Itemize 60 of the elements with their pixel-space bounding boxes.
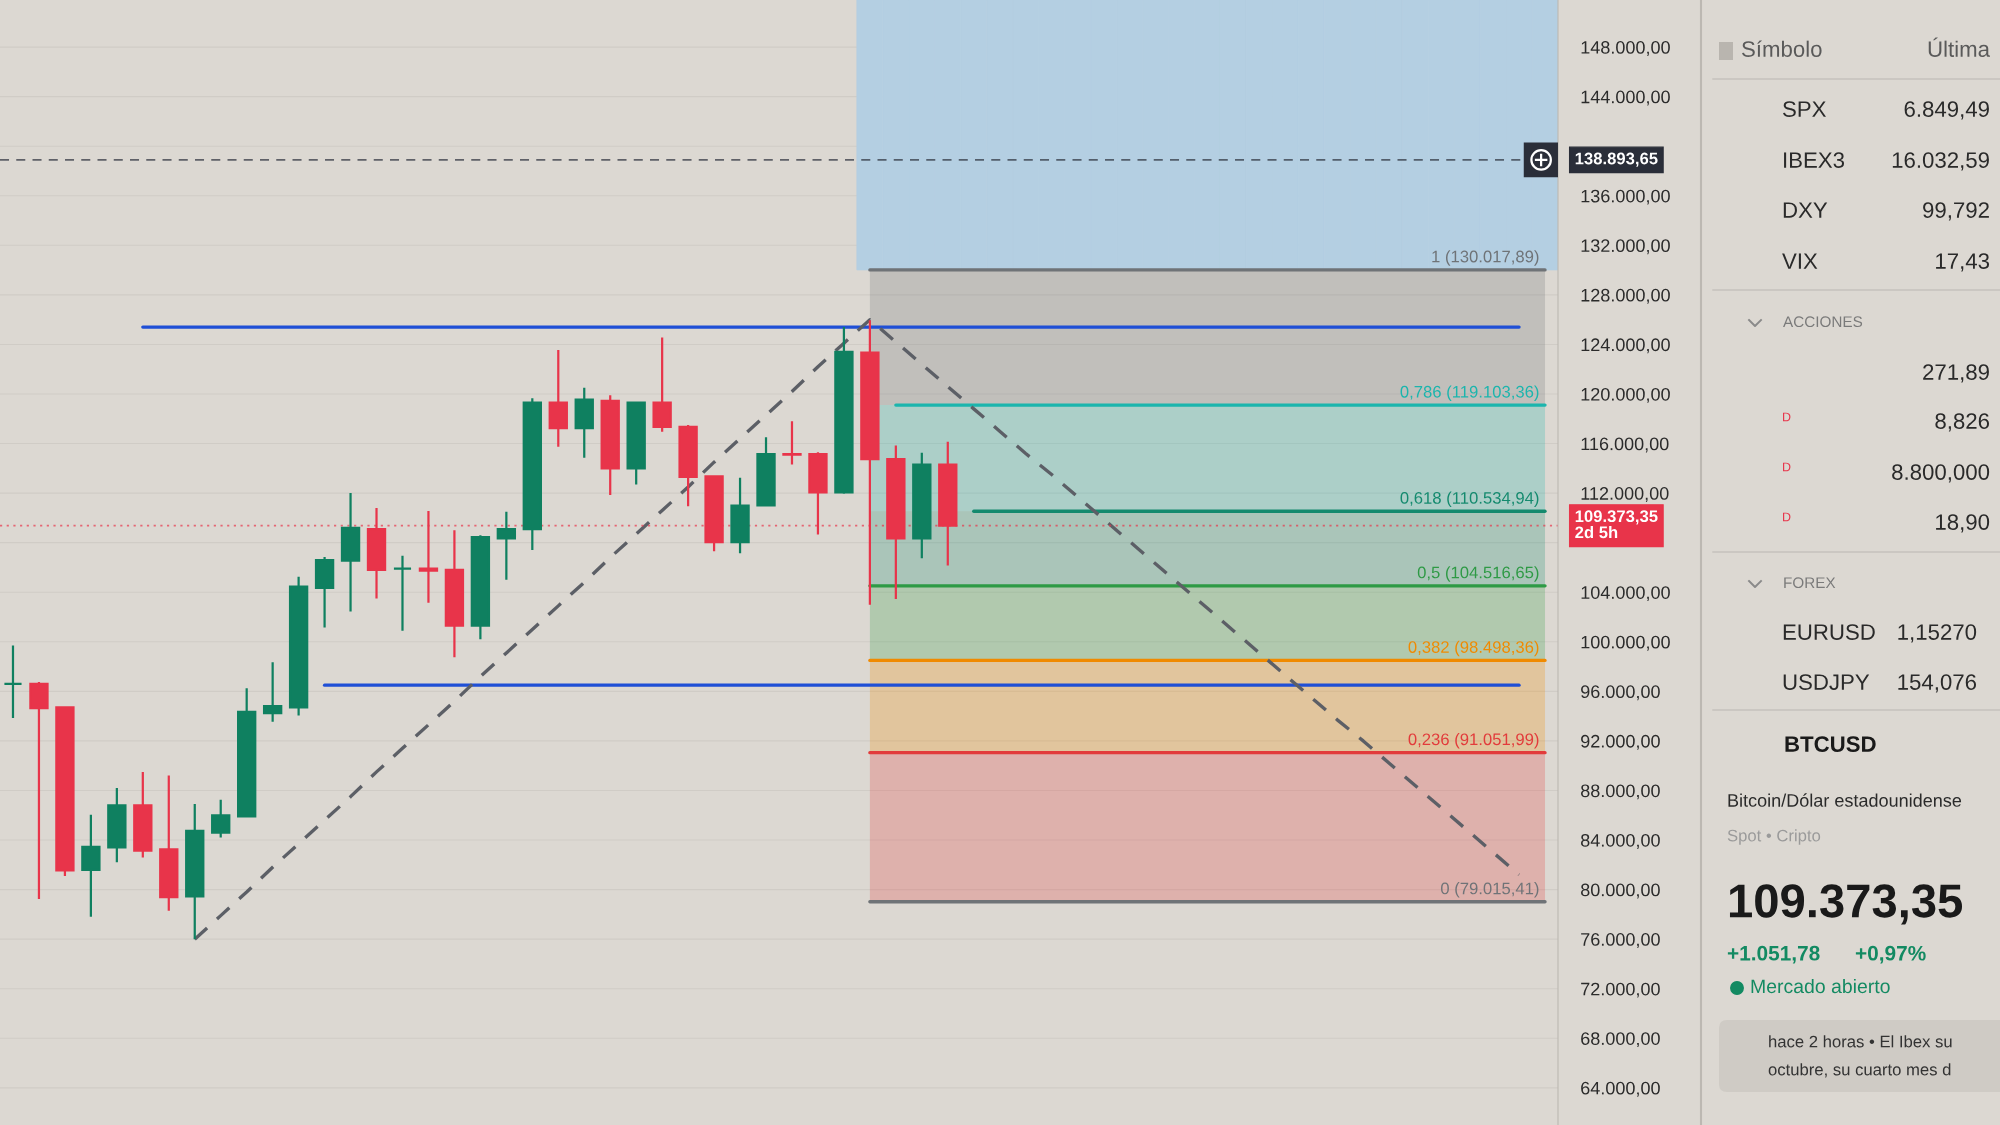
y-tick-label: 104.000,00 [1581,586,1670,602]
series-label: 0 (79.015,41) [1440,882,1539,898]
text: D [1783,412,1791,422]
ref-line-label: 138.893,65 [1575,152,1658,167]
text: EURUSD [1783,624,1875,640]
y-tick-label: 148.000,00 [1581,41,1670,56]
text: 16.032,59 [1892,152,1989,171]
text: IBEX3 [1784,152,1845,168]
ref-line-label: 109.373,35 2d 5h [1575,510,1658,539]
text: 109.373,35 [1729,884,1963,925]
text: Mercado abierto [1751,978,1890,994]
text: 1,15270 [1898,624,1977,643]
y-tick-label: 88.000,00 [1581,784,1660,800]
y-tick-label: 80.000,00 [1581,883,1660,899]
text: 6.849,49 [1904,101,1989,120]
text: Bitcoin/Dólar estadounidense [1728,793,1962,807]
text: BTCUSD [1785,736,1876,752]
series-label: 0,786 (119.103,36) [1400,385,1539,401]
y-tick-label: 112.000,00 [1581,487,1669,502]
text: Spot • Cripto [1727,829,1821,845]
text: Símbolo [1742,40,1822,57]
text: USDJPY [1783,674,1870,690]
y-tick-label: 72.000,00 [1581,982,1660,998]
text: ACCIONES [1783,316,1863,328]
y-tick-label: 92.000,00 [1581,734,1660,750]
text: D [1783,512,1791,522]
text: octubre, su cuarto mes d [1768,1063,1951,1078]
y-tick-label: 128.000,00 [1581,288,1670,304]
text: 154,076 [1898,674,1977,693]
text: +1.051,78 [1727,945,1820,964]
y-tick-label: 64.000,00 [1581,1081,1660,1097]
y-tick-label: 84.000,00 [1581,833,1660,849]
text: Última [1928,37,1990,57]
y-tick-label: 116.000,00 [1581,437,1669,453]
text: 99,792 [1923,202,1989,221]
y-tick-label: 68.000,00 [1581,1032,1660,1048]
text: FOREX [1784,577,1836,589]
text: DXY [1783,202,1828,218]
text: SPX [1783,101,1826,117]
y-tick-label: 76.000,00 [1581,933,1660,948]
series-label: 0,382 (98.498,36) [1408,640,1539,657]
text: 271,89 [1923,364,1989,383]
y-tick-label: 96.000,00 [1581,685,1660,701]
text: D [1783,462,1791,472]
text: 8,826 [1935,413,1990,432]
y-tick-label: 136.000,00 [1581,189,1670,205]
series-label: 0,236 (91.051,99) [1408,732,1539,749]
y-tick-label: 124.000,00 [1581,338,1670,354]
series-label: 0,618 (110.534,94) [1400,491,1539,508]
y-tick-label: 100.000,00 [1581,635,1670,651]
text: VIX [1782,253,1818,269]
text: hace 2 horas • El Ibex su [1769,1035,1952,1048]
y-tick-label: 144.000,00 [1581,90,1670,106]
y-tick-label: 132.000,00 [1581,239,1670,255]
text: +0,97% [1855,945,1926,964]
series-label: 0,5 (104.516,65) [1417,566,1539,582]
text: 18,90 [1936,514,1990,533]
text: 17,43 [1936,253,1990,272]
y-tick-label: 120.000,00 [1581,387,1670,403]
text: 8.800,000 [1892,464,1990,483]
